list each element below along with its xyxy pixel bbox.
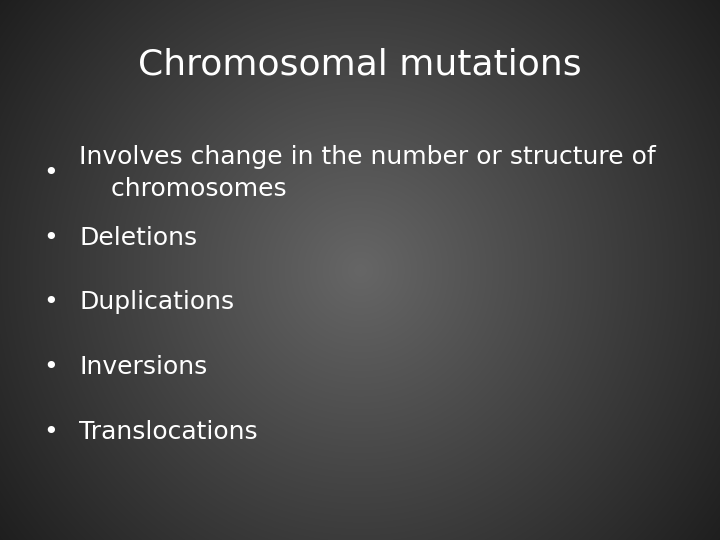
Text: Chromosomal mutations: Chromosomal mutations	[138, 48, 582, 82]
Text: Duplications: Duplications	[79, 291, 234, 314]
Text: Deletions: Deletions	[79, 226, 197, 249]
Text: •: •	[43, 420, 58, 444]
Text: Inversions: Inversions	[79, 355, 207, 379]
Text: Involves change in the number or structure of
    chromosomes: Involves change in the number or structu…	[79, 145, 656, 200]
Text: •: •	[43, 226, 58, 249]
Text: •: •	[43, 291, 58, 314]
Text: Translocations: Translocations	[79, 420, 258, 444]
Text: •: •	[43, 161, 58, 185]
Text: •: •	[43, 355, 58, 379]
